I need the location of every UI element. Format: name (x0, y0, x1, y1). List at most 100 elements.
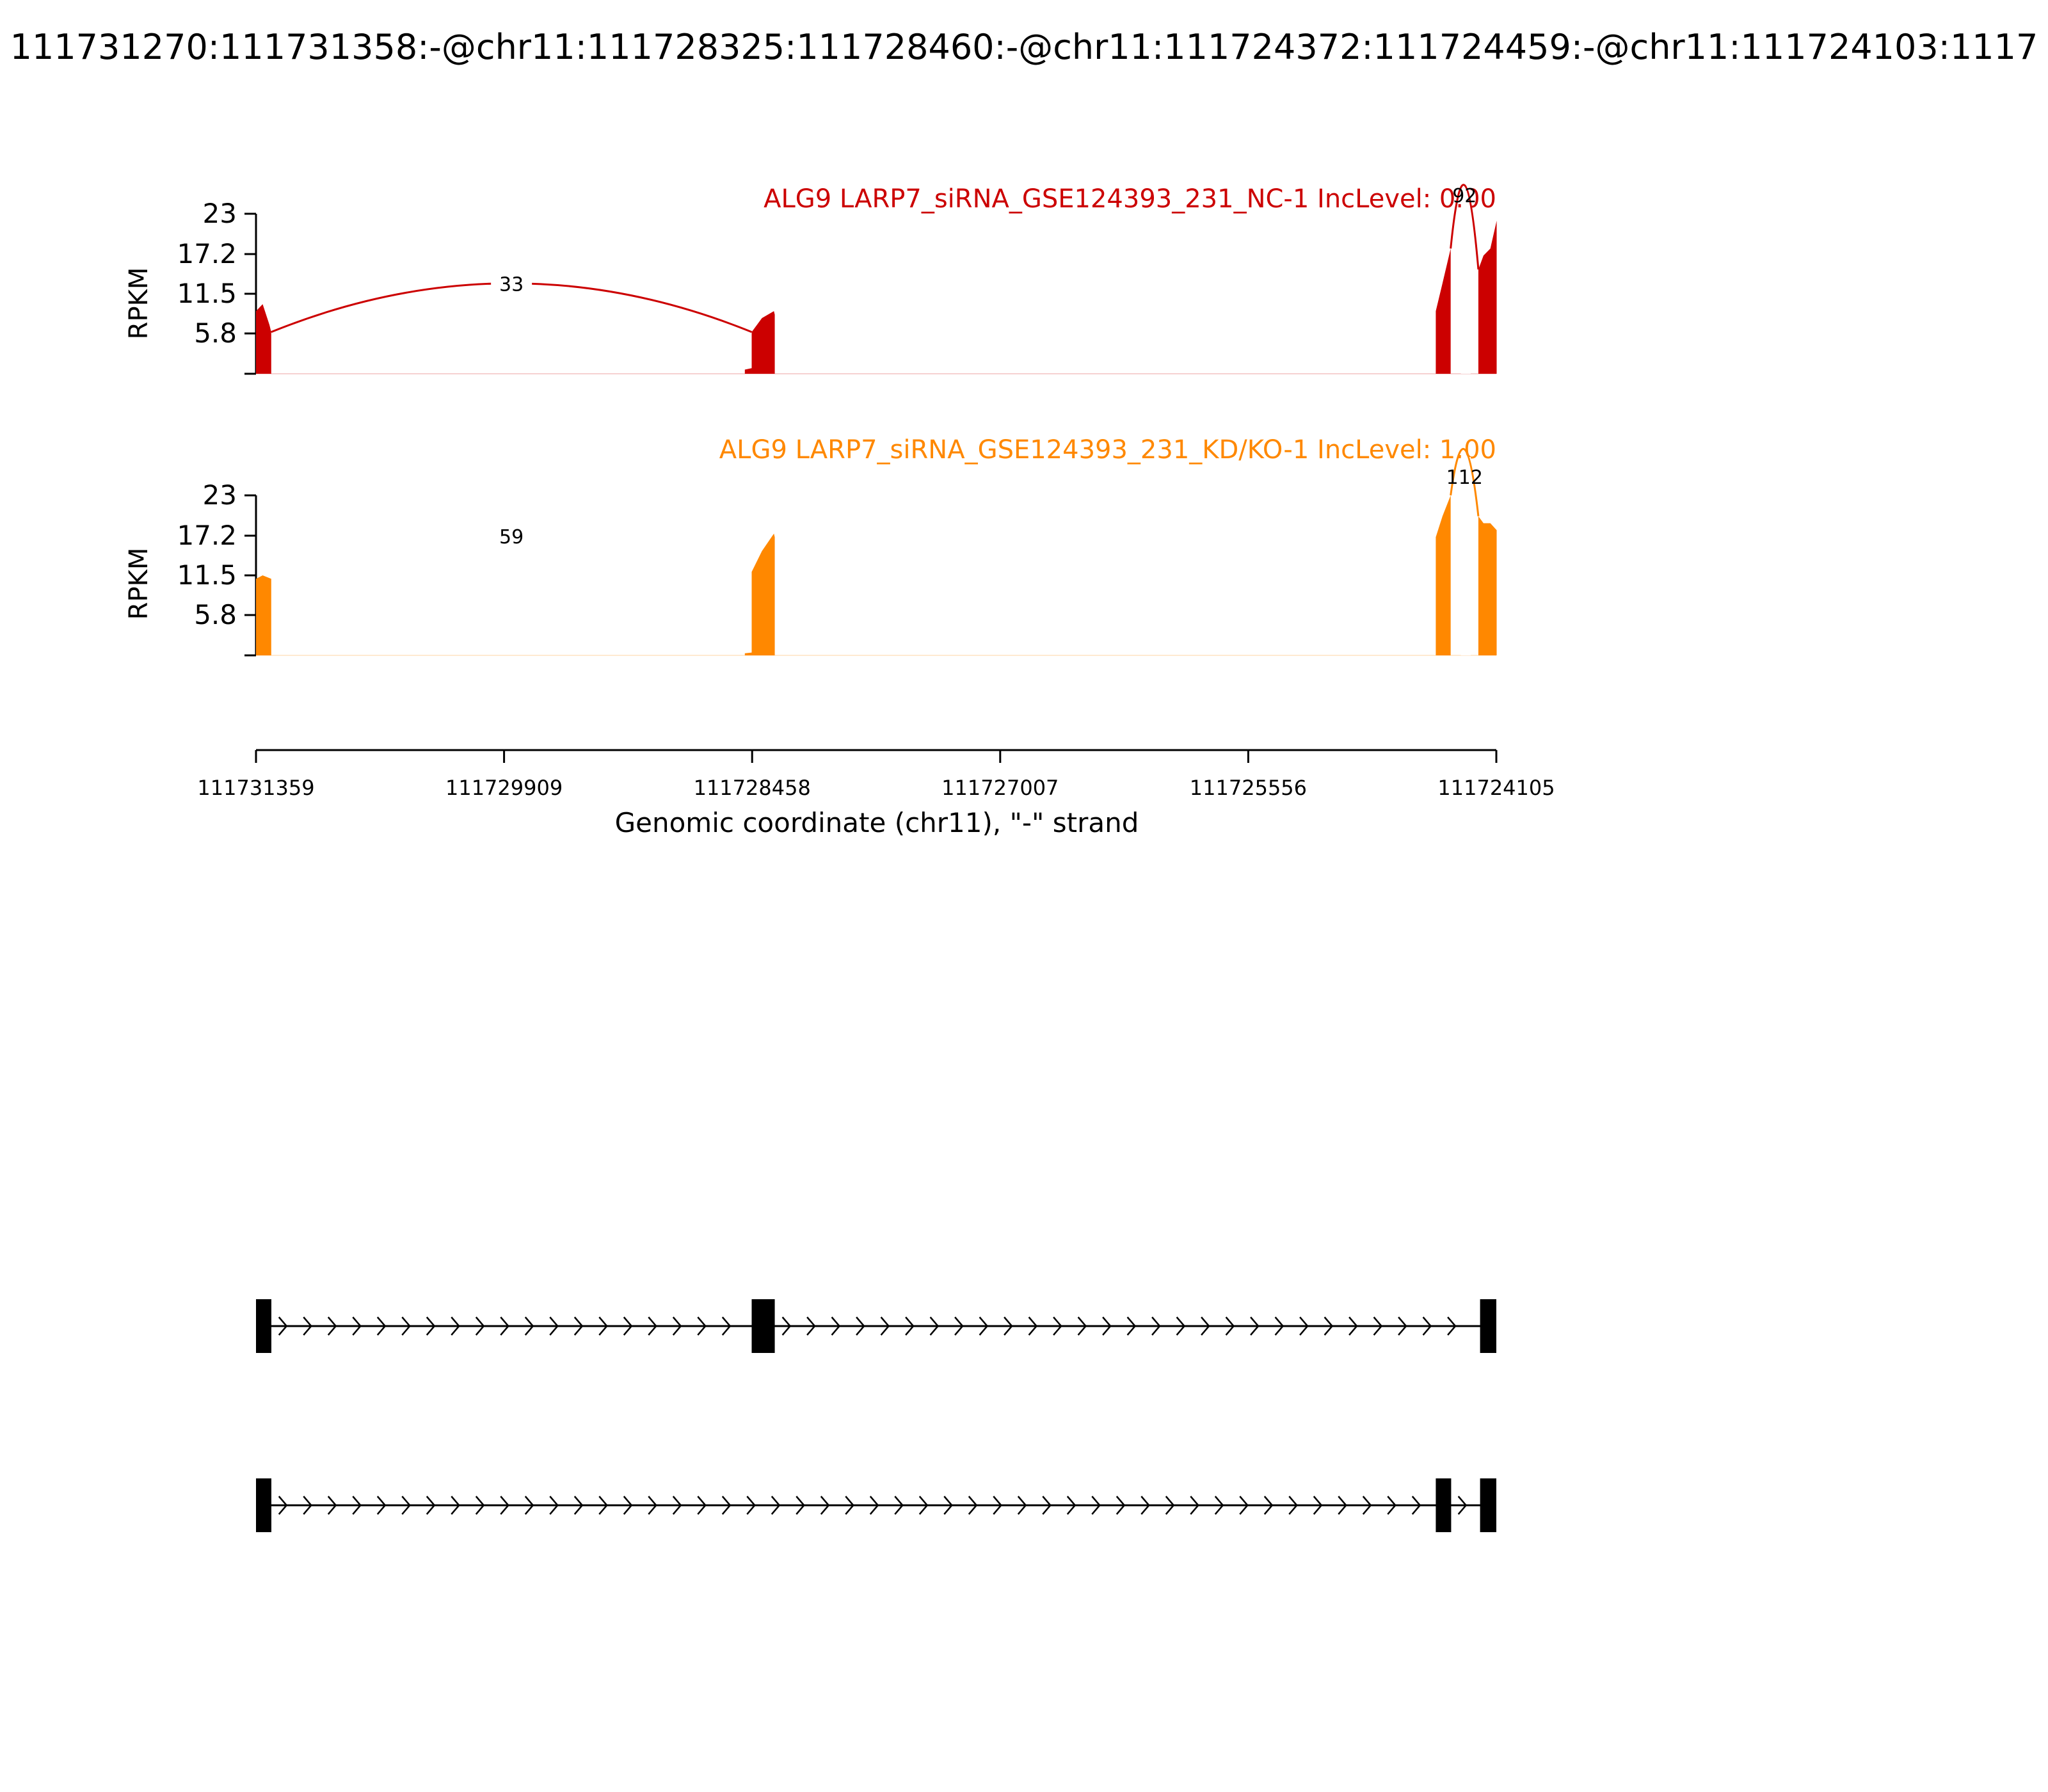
strand-chevron (426, 1316, 436, 1336)
y-tick-label: 11.5 (177, 559, 237, 591)
x-tick-label: 111731359 (197, 776, 314, 800)
strand-chevron (401, 1316, 411, 1336)
strand-chevron (573, 1316, 584, 1336)
strand-chevron (1263, 1496, 1274, 1515)
strand-chevron (672, 1316, 682, 1336)
track-kd: ALG9 LARP7_siRNA_GSE124393_231_KD/KO-1 I… (124, 435, 1497, 657)
strand-chevron (549, 1316, 559, 1336)
x-tick-label: 111729909 (445, 776, 563, 800)
strand-chevron (1091, 1496, 1101, 1515)
strand-chevron (721, 1496, 732, 1515)
strand-chevron (1239, 1496, 1249, 1515)
isoform-structures (256, 1299, 1496, 1532)
junction-arc (1450, 447, 1480, 516)
isoform-1 (256, 1299, 1496, 1353)
y-tick-label: 5.8 (194, 317, 237, 349)
strand-chevron (1116, 1496, 1126, 1515)
strand-chevron (1017, 1496, 1027, 1515)
strand-chevron (475, 1496, 485, 1515)
strand-chevron (806, 1316, 816, 1336)
strand-chevron (968, 1496, 978, 1515)
strand-chevron (623, 1496, 633, 1515)
strand-chevron (1126, 1316, 1137, 1336)
strand-chevron (303, 1496, 312, 1515)
y-tick-label: 5.8 (194, 599, 237, 630)
genomic-axis: 111731359 111729909 111728458 111727007 1117… (197, 749, 1555, 800)
strand-chevron (648, 1316, 657, 1336)
strand-chevron (672, 1496, 682, 1515)
junction-count: 33 (499, 274, 524, 296)
strand-chevron (943, 1496, 953, 1515)
strand-chevron (796, 1496, 805, 1515)
y-tick-label: 17.2 (177, 520, 237, 551)
strand-chevron (1004, 1316, 1013, 1336)
strand-chevron (894, 1496, 904, 1515)
strand-chevron (697, 1316, 707, 1336)
strand-chevron (1214, 1496, 1224, 1515)
coverage-area (751, 311, 775, 374)
strand-chevron (831, 1316, 841, 1336)
track-kd-title: ALG9 LARP7_siRNA_GSE124393_231_KD/KO-1 I… (719, 435, 1496, 465)
y-tick-label: 23 (203, 198, 237, 229)
strand-chevron (1201, 1316, 1210, 1336)
track-kd-plot: 23 17.2 11.5 5.8 59 112 (177, 447, 1497, 657)
strand-chevron (697, 1496, 707, 1515)
strand-chevron (1348, 1316, 1358, 1336)
strand-chevron (1398, 1316, 1407, 1336)
strand-chevron (954, 1316, 964, 1336)
track-nc-ylabel: RPKM (124, 268, 154, 340)
coverage-area (256, 304, 271, 374)
strand-chevron (352, 1316, 362, 1336)
strand-chevron (303, 1316, 312, 1336)
x-tick-label: 111724105 (1437, 776, 1555, 800)
strand-chevron (1042, 1496, 1052, 1515)
strand-chevron (1028, 1316, 1038, 1336)
strand-chevron (1225, 1316, 1235, 1336)
exon-block (256, 1299, 271, 1353)
coverage-area (744, 368, 752, 374)
strand-chevron (1362, 1496, 1372, 1515)
coverage-area (1478, 220, 1497, 374)
strand-chevron (451, 1316, 460, 1336)
x-tick-label: 111727007 (941, 776, 1059, 800)
strand-chevron (1140, 1496, 1150, 1515)
strand-chevron (771, 1496, 781, 1515)
strand-chevron (376, 1316, 387, 1336)
strand-chevron (979, 1316, 989, 1336)
junction-gap (1460, 175, 1471, 374)
strand-chevron (524, 1316, 534, 1336)
strand-chevron (905, 1316, 915, 1336)
strand-chevron (1338, 1496, 1347, 1515)
coverage-area (744, 652, 752, 655)
strand-chevron (1422, 1316, 1432, 1336)
strand-chevron (598, 1316, 608, 1336)
strand-chevron (451, 1496, 460, 1515)
strand-chevron (1411, 1496, 1421, 1515)
strand-chevron (623, 1316, 633, 1336)
exon-block (256, 1478, 271, 1532)
strand-chevron (856, 1316, 865, 1336)
strand-chevron (1053, 1316, 1062, 1336)
track-kd-ylabel: RPKM (124, 548, 154, 620)
exon-block (1480, 1478, 1496, 1532)
strand-chevron (500, 1496, 509, 1515)
junction-count: 59 (499, 526, 524, 548)
x-tick-label: 111725556 (1190, 776, 1307, 800)
coverage-area (256, 575, 271, 655)
strand-chevron (1151, 1316, 1161, 1336)
x-tick-label: 111728458 (694, 776, 811, 800)
track-nc-plot: 23 17.2 11.5 5.8 33 92 (177, 175, 1497, 375)
coverage-area (1436, 248, 1451, 374)
strand-chevron (573, 1496, 584, 1515)
junction-arc (1450, 184, 1480, 270)
strand-chevron (1066, 1496, 1076, 1515)
strand-chevron (880, 1316, 890, 1336)
strand-chevron (1373, 1316, 1383, 1336)
strand-chevron (1457, 1496, 1468, 1515)
junction-gap (1460, 457, 1471, 655)
junction-label-bg (491, 520, 532, 547)
strand-chevron (524, 1496, 534, 1515)
strand-chevron (820, 1496, 830, 1515)
strand-chevron (475, 1316, 485, 1336)
